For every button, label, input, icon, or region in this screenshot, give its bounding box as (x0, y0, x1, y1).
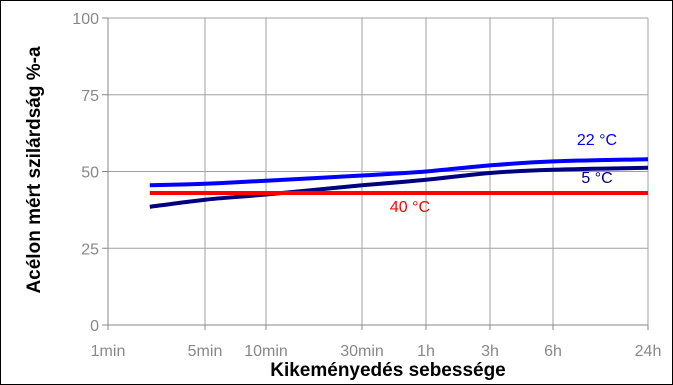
y-tick-label: 100 (72, 11, 99, 28)
y-tick-labels: 0 25 50 75 100 (72, 11, 99, 335)
x-tick-label: 24h (635, 343, 662, 360)
series-lines (149, 157, 649, 209)
x-tick-label: 10min (244, 343, 288, 360)
axes (102, 17, 649, 330)
series-line-22c (149, 157, 649, 188)
x-tick-label: 3h (481, 343, 499, 360)
y-tick-label: 0 (90, 318, 99, 335)
series-label-40c: 40 °C (390, 199, 430, 216)
y-tick-label: 25 (81, 241, 99, 258)
x-axis-title: Kikeményedés sebessége (270, 360, 506, 381)
series-label-5c: 5 °C (581, 170, 612, 187)
x-tick-label: 1h (417, 343, 435, 360)
x-tick-label: 6h (544, 343, 562, 360)
x-tick-label: 30min (340, 343, 384, 360)
series-label-22c: 22 °C (577, 132, 617, 149)
x-tick-labels: 1min 5min 10min 30min 1h 3h 6h 24h (91, 343, 662, 360)
series-line-5c (149, 165, 649, 209)
y-tick-label: 50 (81, 165, 99, 182)
x-tick-label: 1min (91, 343, 126, 360)
series-labels: 22 °C 5 °C 40 °C (390, 132, 617, 216)
y-tick-label: 75 (81, 88, 99, 105)
y-axis-title: Acélon mért szilárdság %-a (24, 46, 45, 294)
x-tick-label: 5min (188, 343, 223, 360)
